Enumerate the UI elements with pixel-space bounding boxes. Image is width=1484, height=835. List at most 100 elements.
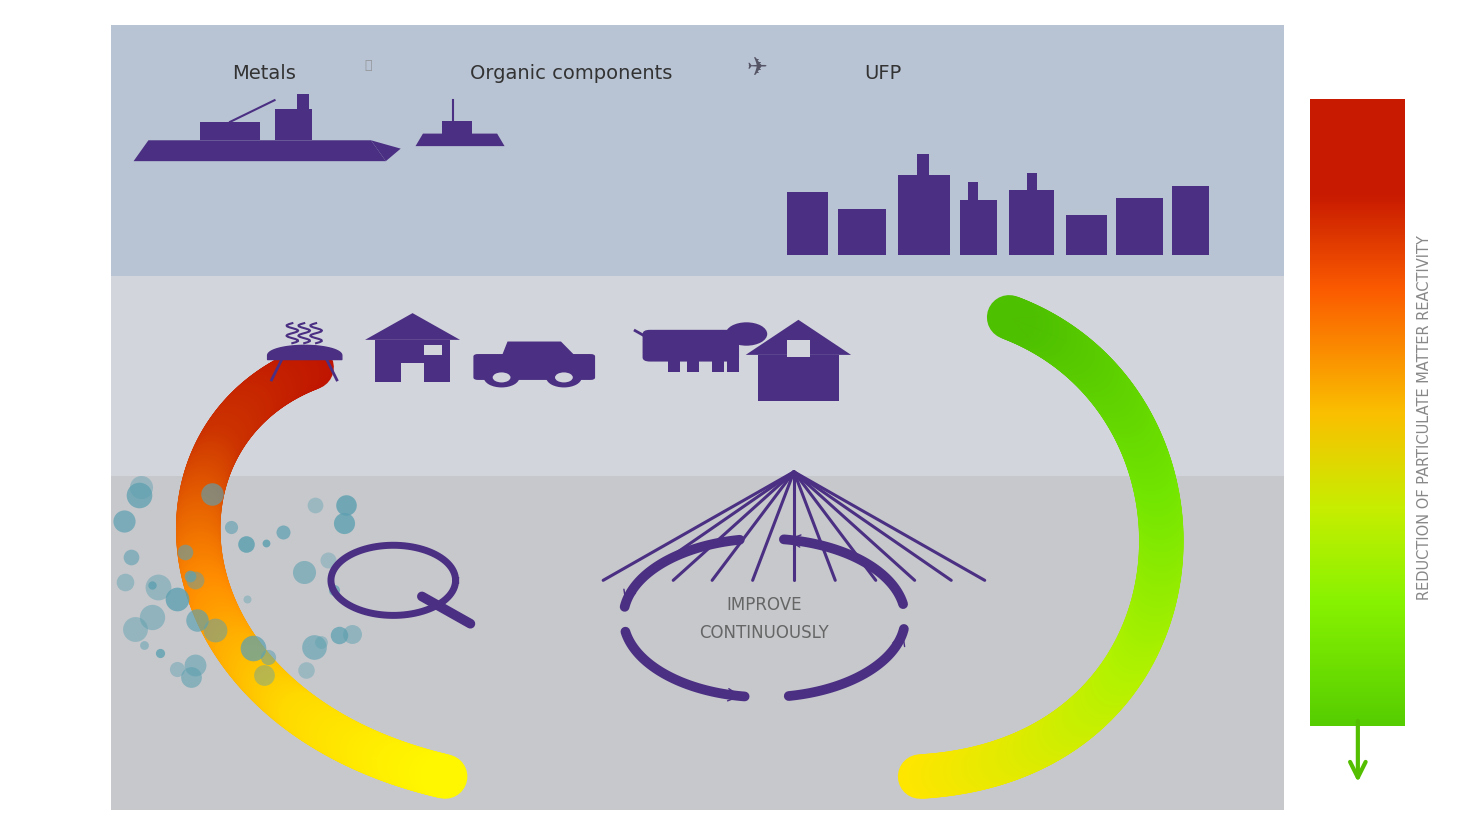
Bar [1310,588,1405,591]
Point [165,592,188,605]
Bar [1310,648,1405,651]
Bar [1310,559,1405,561]
Bar [1310,646,1405,650]
Bar [1310,671,1405,675]
Bar [1310,148,1405,150]
Bar [1310,402,1405,405]
Bar [968,182,978,200]
Point [303,498,326,512]
Bar [1310,166,1405,169]
Point [334,498,358,512]
Point [129,480,153,493]
Bar [1310,429,1405,433]
Bar [1310,304,1405,306]
Bar [1310,625,1405,628]
Bar [1310,296,1405,299]
Point [294,663,318,676]
Bar [1310,331,1405,334]
Bar [1310,546,1405,549]
Bar [1310,381,1405,384]
Bar [1310,160,1405,163]
Bar [1310,596,1405,599]
Bar [1310,183,1405,186]
Bar [1310,321,1405,323]
Bar [1310,316,1405,320]
Bar [1310,144,1405,146]
Bar [1310,586,1405,589]
Bar [1310,354,1405,357]
Bar [1310,663,1405,666]
Bar [1310,225,1405,228]
Bar [1310,206,1405,209]
Bar [1310,496,1405,498]
Bar [1310,129,1405,131]
Bar [1310,158,1405,160]
Bar [1310,185,1405,188]
Bar [917,154,929,175]
Bar [1310,723,1405,726]
Bar [1310,670,1405,672]
Bar [1310,329,1405,331]
Bar [1310,145,1405,149]
Bar [1310,281,1405,284]
Bar [1310,383,1405,386]
Bar [1310,419,1405,422]
Point [180,671,203,684]
Bar [1310,127,1405,129]
Bar [1310,488,1405,491]
Bar [1310,517,1405,519]
Polygon shape [365,313,460,340]
Point [200,488,224,501]
Bar [1310,436,1405,438]
Bar [1310,509,1405,511]
Bar [1310,575,1405,578]
Bar [1310,621,1405,624]
Bar [1310,469,1405,472]
Bar [1310,619,1405,622]
Bar [1310,553,1405,555]
Point [126,488,150,501]
Bar [1310,294,1405,296]
Bar [1310,269,1405,271]
Bar [1310,475,1405,478]
Bar [1310,567,1405,569]
Circle shape [546,367,582,387]
Bar [1310,438,1405,441]
Point [254,536,278,549]
Bar [1310,510,1405,514]
Bar [1310,606,1405,610]
Bar [1310,719,1405,722]
Bar [1310,408,1405,412]
Bar [1310,696,1405,700]
Bar [442,121,472,134]
Bar [1310,311,1405,313]
Bar [1310,362,1405,366]
Point [148,647,172,660]
Point [123,622,147,635]
Bar [1310,392,1405,395]
Bar [1310,407,1405,409]
Bar [1310,335,1405,338]
Bar [1310,713,1405,716]
Bar [200,122,260,140]
FancyBboxPatch shape [473,354,595,380]
Bar [1310,640,1405,643]
Bar [1310,661,1405,664]
FancyBboxPatch shape [643,330,739,362]
Text: REDUCTION OF PARTICULATE MATTER REACTIVITY: REDUCTION OF PARTICULATE MATTER REACTIVI… [1417,235,1432,600]
Bar [1310,398,1405,401]
Bar [1310,235,1405,238]
Bar [1310,617,1405,620]
Bar [1310,194,1405,196]
Text: UFP: UFP [864,64,902,83]
Point [186,613,209,626]
Bar [1310,319,1405,321]
Bar [1310,513,1405,515]
Text: Organic components: Organic components [470,64,672,83]
Bar [1310,453,1405,455]
Point [252,669,276,682]
Bar [1310,410,1405,413]
Bar [1310,412,1405,415]
Bar [1310,709,1405,711]
Bar [1009,190,1054,255]
